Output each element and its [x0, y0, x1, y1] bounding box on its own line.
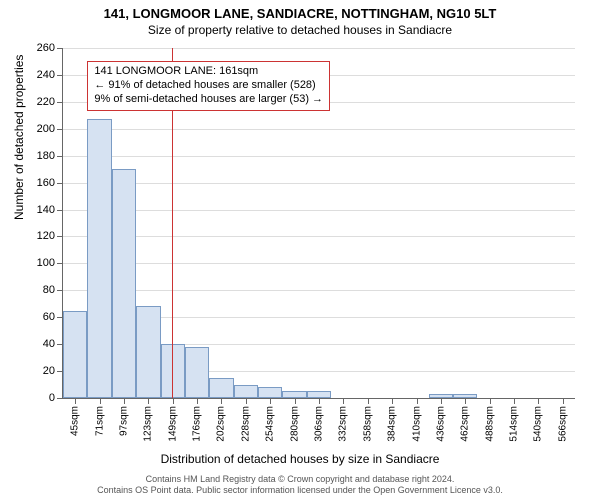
plot-region: 02040608010012014016018020022024026045sq…: [62, 48, 575, 399]
annotation-box: 141 LONGMOOR LANE: 161sqm← 91% of detach…: [87, 61, 330, 110]
y-tick-label: 200: [25, 123, 55, 135]
y-tick-label: 140: [25, 204, 55, 216]
x-tick: [392, 398, 393, 404]
y-tick-label: 40: [25, 338, 55, 350]
histogram-bar: [63, 311, 87, 399]
x-tick: [246, 398, 247, 404]
y-tick: [57, 236, 63, 237]
x-tick-label: 436sqm: [435, 406, 446, 442]
x-tick: [490, 398, 491, 404]
y-tick: [57, 102, 63, 103]
x-tick-label: 488sqm: [484, 406, 495, 442]
y-tick-label: 100: [25, 257, 55, 269]
x-tick-label: 45sqm: [70, 406, 81, 436]
x-tick-label: 332sqm: [338, 406, 349, 442]
x-tick-label: 97sqm: [118, 406, 129, 436]
y-tick-label: 60: [25, 311, 55, 323]
y-tick-label: 160: [25, 177, 55, 189]
x-tick-label: 71sqm: [94, 406, 105, 436]
x-tick: [295, 398, 296, 404]
y-tick-label: 120: [25, 230, 55, 242]
y-tick-label: 0: [25, 392, 55, 404]
page-title: 141, LONGMOOR LANE, SANDIACRE, NOTTINGHA…: [0, 0, 600, 21]
histogram-bar: [282, 391, 306, 398]
y-tick: [57, 48, 63, 49]
x-tick-label: 149sqm: [167, 406, 178, 442]
x-tick: [124, 398, 125, 404]
chart-area: 02040608010012014016018020022024026045sq…: [62, 48, 574, 398]
gridline: [63, 236, 575, 237]
x-tick-label: 228sqm: [240, 406, 251, 442]
x-tick-label: 123sqm: [143, 406, 154, 442]
histogram-bar: [136, 306, 160, 398]
x-tick: [319, 398, 320, 404]
x-tick: [197, 398, 198, 404]
histogram-bar: [258, 387, 282, 398]
x-tick-label: 280sqm: [289, 406, 300, 442]
annotation-line: ← 91% of detached houses are smaller (52…: [94, 79, 323, 93]
x-tick: [75, 398, 76, 404]
x-tick: [270, 398, 271, 404]
x-tick: [173, 398, 174, 404]
x-tick-label: 202sqm: [216, 406, 227, 442]
y-tick-label: 220: [25, 96, 55, 108]
x-tick-label: 514sqm: [509, 406, 520, 442]
y-tick: [57, 290, 63, 291]
x-tick: [343, 398, 344, 404]
y-tick: [57, 75, 63, 76]
y-tick: [57, 398, 63, 399]
y-axis-label: Number of detached properties: [12, 55, 26, 220]
x-tick: [563, 398, 564, 404]
x-tick-label: 176sqm: [192, 406, 203, 442]
x-tick-label: 540sqm: [533, 406, 544, 442]
y-tick-label: 80: [25, 284, 55, 296]
y-tick-label: 240: [25, 69, 55, 81]
y-tick-label: 260: [25, 42, 55, 54]
y-tick: [57, 129, 63, 130]
x-tick-label: 566sqm: [557, 406, 568, 442]
histogram-bar: [185, 347, 209, 398]
x-tick: [368, 398, 369, 404]
annotation-line: 141 LONGMOOR LANE: 161sqm: [94, 65, 323, 79]
gridline: [63, 210, 575, 211]
histogram-bar: [234, 385, 258, 398]
footer-line-2: Contains OS Point data. Public sector in…: [0, 485, 600, 496]
y-tick: [57, 263, 63, 264]
y-tick: [57, 183, 63, 184]
histogram-bar: [209, 378, 233, 398]
footer-attribution: Contains HM Land Registry data © Crown c…: [0, 474, 600, 496]
page-subtitle: Size of property relative to detached ho…: [0, 21, 600, 37]
chart-container: 141, LONGMOOR LANE, SANDIACRE, NOTTINGHA…: [0, 0, 600, 500]
gridline: [63, 290, 575, 291]
x-tick: [100, 398, 101, 404]
x-tick: [221, 398, 222, 404]
y-tick: [57, 156, 63, 157]
y-tick-label: 20: [25, 365, 55, 377]
x-tick: [514, 398, 515, 404]
y-tick-label: 180: [25, 150, 55, 162]
x-tick-label: 358sqm: [362, 406, 373, 442]
x-tick-label: 254sqm: [265, 406, 276, 442]
x-tick: [417, 398, 418, 404]
gridline: [63, 129, 575, 130]
x-tick-label: 384sqm: [387, 406, 398, 442]
gridline: [63, 156, 575, 157]
gridline: [63, 263, 575, 264]
x-tick: [465, 398, 466, 404]
footer-line-1: Contains HM Land Registry data © Crown c…: [0, 474, 600, 485]
histogram-bar: [112, 169, 136, 398]
x-tick-label: 306sqm: [314, 406, 325, 442]
x-tick-label: 462sqm: [460, 406, 471, 442]
x-tick: [148, 398, 149, 404]
x-tick: [441, 398, 442, 404]
gridline: [63, 183, 575, 184]
x-axis-label: Distribution of detached houses by size …: [0, 452, 600, 466]
gridline: [63, 48, 575, 49]
histogram-bar: [87, 119, 111, 398]
x-tick-label: 410sqm: [411, 406, 422, 442]
histogram-bar: [307, 391, 331, 398]
x-tick: [538, 398, 539, 404]
y-tick: [57, 210, 63, 211]
annotation-line: 9% of semi-detached houses are larger (5…: [94, 93, 323, 107]
